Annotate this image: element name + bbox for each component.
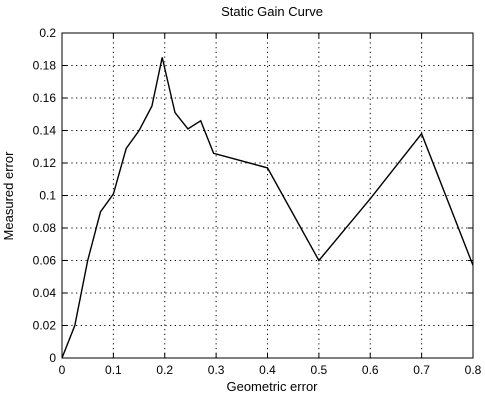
y-tick-label: 0.2	[39, 26, 56, 40]
y-tick-label: 0.12	[33, 156, 57, 170]
y-tick-label: 0	[49, 351, 56, 365]
x-tick-label: 0.3	[208, 363, 225, 377]
y-tick-label: 0.02	[33, 319, 57, 333]
y-tick-label: 0.1	[39, 189, 56, 203]
series-layer	[61, 57, 474, 359]
y-tick-label: 0.14	[33, 124, 57, 138]
tick-labels: 0 0.1 0.2 0.3 0.4 0.5 0.6 0.7 0.8 0 0.02 0.04 0.06 0.…	[33, 26, 482, 377]
grid	[62, 33, 473, 358]
x-tick-label: 0.8	[465, 363, 482, 377]
series-line	[61, 57, 474, 359]
y-tick-label: 0.16	[33, 91, 57, 105]
axis-ticks	[61, 32, 474, 359]
x-tick-label: 0.5	[311, 363, 328, 377]
x-tick-label: 0	[59, 363, 66, 377]
chart-title: Static Gain Curve	[221, 4, 323, 19]
x-tick-label: 0.1	[105, 363, 122, 377]
x-axis-label: Geometric error	[226, 379, 318, 394]
x-tick-label: 0.4	[259, 363, 276, 377]
x-tick-label: 0.6	[362, 363, 379, 377]
y-tick-label: 0.18	[33, 59, 57, 73]
y-tick-label: 0.08	[33, 221, 57, 235]
y-tick-label: 0.04	[33, 286, 57, 300]
y-tick-label: 0.06	[33, 254, 57, 268]
x-tick-label: 0.7	[413, 363, 430, 377]
x-tick-label: 0.2	[156, 363, 173, 377]
y-axis-label: Measured error	[1, 151, 16, 241]
